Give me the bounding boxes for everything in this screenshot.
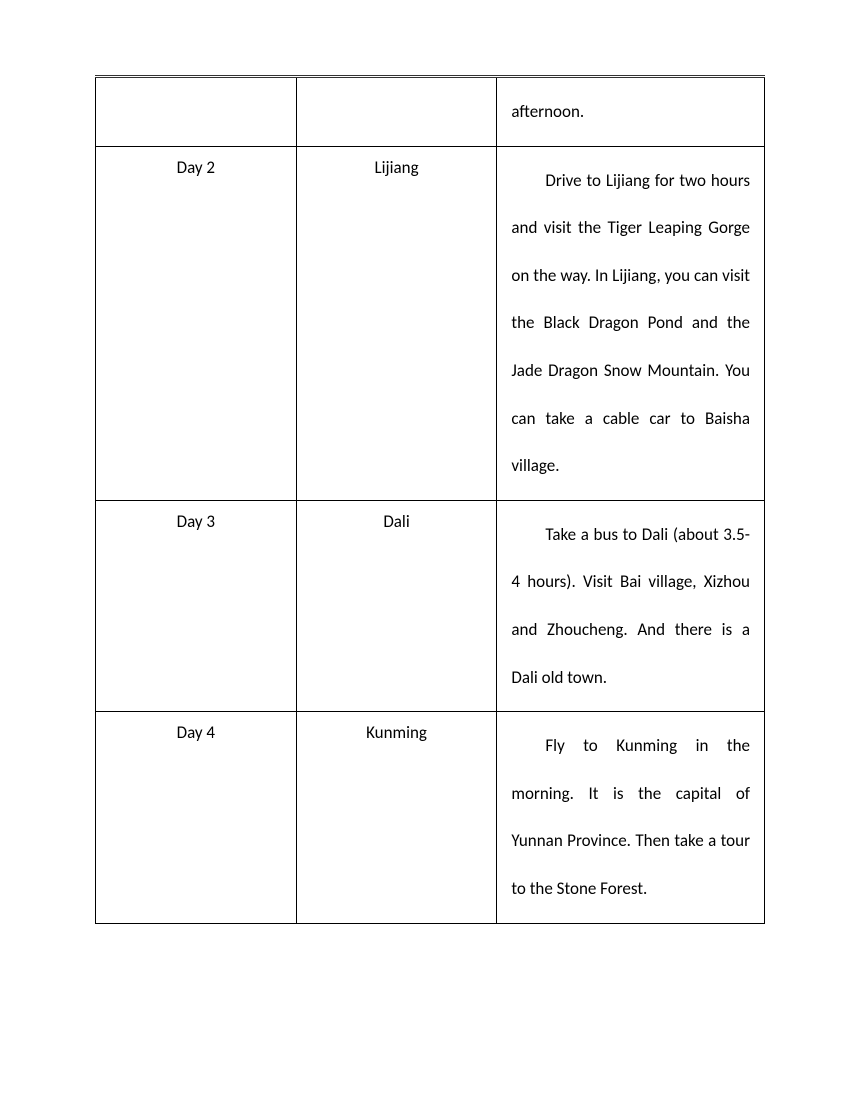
itinerary-table: afternoon. Day 2 Lijiang Drive to Lijian… bbox=[95, 78, 765, 923]
cell-description: Fly to Kunming in the morning. It is the… bbox=[497, 712, 765, 923]
table-row: Day 2 Lijiang Drive to Lijiang for two h… bbox=[96, 146, 765, 500]
itinerary-table-container: afternoon. Day 2 Lijiang Drive to Lijian… bbox=[95, 75, 765, 924]
cell-day: Day 4 bbox=[96, 712, 297, 923]
cell-place: Dali bbox=[296, 500, 497, 711]
cell-place: Kunming bbox=[296, 712, 497, 923]
cell-day: Day 2 bbox=[96, 146, 297, 500]
cell-description: Take a bus to Dali (about 3.5-4 hours). … bbox=[497, 500, 765, 711]
cell-description: Drive to Lijiang for two hours and visit… bbox=[497, 146, 765, 500]
table-row: Day 4 Kunming Fly to Kunming in the morn… bbox=[96, 712, 765, 923]
cell-place: Lijiang bbox=[296, 146, 497, 500]
cell-description: afternoon. bbox=[497, 78, 765, 146]
cell-day: Day 3 bbox=[96, 500, 297, 711]
cell-place bbox=[296, 78, 497, 146]
table-row: afternoon. bbox=[96, 78, 765, 146]
cell-day bbox=[96, 78, 297, 146]
table-row: Day 3 Dali Take a bus to Dali (about 3.5… bbox=[96, 500, 765, 711]
